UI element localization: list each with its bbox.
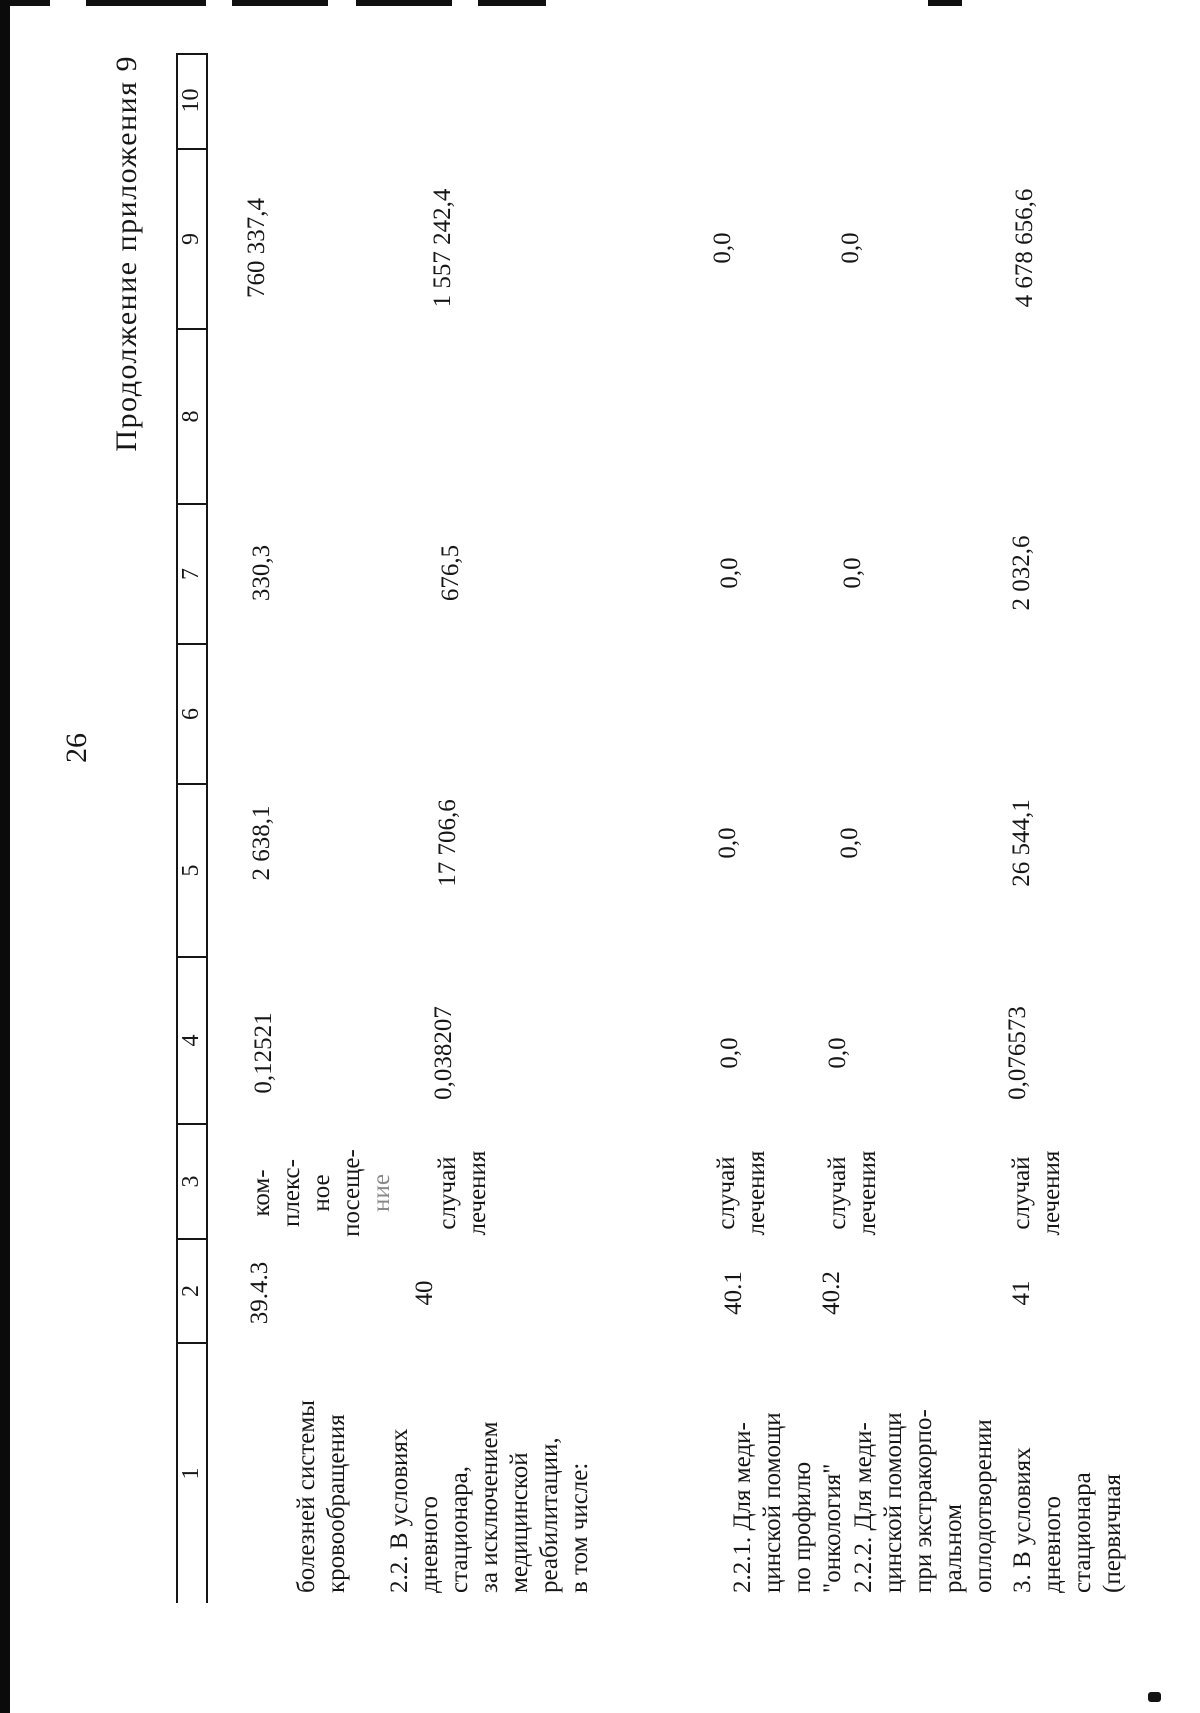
value-col7: 2 032,6 bbox=[1008, 535, 1035, 611]
label-line: стационара bbox=[1069, 1472, 1096, 1593]
value-col5: 0,0 bbox=[714, 827, 741, 859]
unit-line: посеще- bbox=[338, 1149, 365, 1237]
scan-edge-dash bbox=[86, 0, 206, 6]
header-col-10: 10 bbox=[178, 53, 206, 150]
value-col4: 0,0 bbox=[824, 1037, 851, 1069]
scan-edge-dash bbox=[10, 0, 50, 6]
value-col7: 330,3 bbox=[248, 544, 275, 602]
label-line: оплодотворении bbox=[970, 1419, 997, 1593]
label-line: 2.2.1. Для меди- bbox=[729, 1422, 756, 1593]
label-line: при экстракорпо- bbox=[910, 1409, 937, 1593]
header-col-7: 7 bbox=[178, 505, 206, 645]
header-col-4: 4 bbox=[178, 958, 206, 1125]
label-line: 3. В условиях bbox=[1009, 1447, 1036, 1593]
value-col9: 4 678 656,6 bbox=[1011, 188, 1038, 308]
header-col-8: 8 bbox=[178, 330, 206, 505]
unit-line: плекс- bbox=[278, 1159, 305, 1227]
value-col9: 0,0 bbox=[837, 232, 864, 264]
page-number: 26 bbox=[60, 733, 93, 763]
unit-line: лечения bbox=[464, 1150, 491, 1236]
label-line: болезней системы bbox=[293, 1400, 320, 1593]
label-line: медицинской bbox=[506, 1452, 533, 1593]
value-col4: 0,076573 bbox=[1004, 1006, 1031, 1100]
scan-edge-bar bbox=[0, 0, 10, 1713]
value-col9: 760 337,4 bbox=[243, 198, 270, 298]
header-col-5: 5 bbox=[178, 785, 206, 958]
unit-line: лечения bbox=[854, 1150, 881, 1236]
value-col4: 0,12521 bbox=[250, 1012, 277, 1094]
label-line: дневного bbox=[1039, 1495, 1066, 1593]
label-line: 2.2.2. Для меди- bbox=[850, 1422, 877, 1593]
appendix-title: Продолжение приложения 9 bbox=[110, 55, 143, 452]
label-line: цинской помощи bbox=[880, 1412, 907, 1593]
value-col5: 17 706,6 bbox=[434, 799, 461, 887]
unit-line: ние bbox=[368, 1174, 395, 1212]
label-line: (первичная bbox=[1099, 1473, 1126, 1593]
unit-line: лечения bbox=[1038, 1150, 1065, 1236]
value-col5: 2 638,1 bbox=[248, 805, 275, 881]
label-line: кровообращения bbox=[323, 1414, 350, 1593]
header-col-1: 1 bbox=[178, 1467, 204, 1480]
value-col4: 0,038207 bbox=[430, 1006, 457, 1100]
unit-line: ное bbox=[308, 1174, 335, 1212]
label-line: реабилитации, bbox=[536, 1437, 563, 1593]
scan-edge-dash bbox=[928, 0, 962, 6]
label-line: цинской помощи bbox=[759, 1412, 786, 1593]
value-col5: 0,0 bbox=[836, 827, 863, 859]
scan-edge-dash bbox=[356, 0, 452, 6]
label-line: в том числе: bbox=[566, 1462, 593, 1593]
value-col7: 0,0 bbox=[716, 557, 743, 589]
value-col4: 0,0 bbox=[716, 1037, 743, 1069]
value-col5: 26 544,1 bbox=[1008, 799, 1035, 887]
header-col-3: 3 bbox=[178, 1125, 206, 1240]
value-col9: 1 557 242,4 bbox=[429, 188, 456, 308]
header-col-6: 6 bbox=[178, 645, 206, 785]
value-col9: 0,0 bbox=[709, 232, 736, 264]
value-col7: 0,0 bbox=[839, 557, 866, 589]
label-line: стационара, bbox=[446, 1465, 473, 1593]
header-col-9: 9 bbox=[178, 150, 206, 330]
table-header-row: 1 2 3 4 5 6 7 8 9 10 bbox=[176, 53, 208, 1603]
label-line: за исключением bbox=[476, 1421, 503, 1593]
row-label: 3. В условиях дневного стационара (перви… bbox=[1008, 1263, 1128, 1593]
value-col7: 676,5 bbox=[437, 544, 464, 602]
scan-edge-dash bbox=[478, 0, 546, 6]
header-col-2: 2 bbox=[178, 1240, 206, 1344]
row-label: болезней системы кровообращения bbox=[292, 1263, 352, 1593]
label-line: ральном bbox=[940, 1504, 967, 1593]
row-label: 2.2.2. Для меди- цинской помощи при экст… bbox=[849, 1263, 999, 1593]
scan-speck bbox=[1148, 1692, 1161, 1702]
scan-edge-dash bbox=[232, 0, 328, 6]
label-line: по профилю bbox=[789, 1461, 816, 1593]
